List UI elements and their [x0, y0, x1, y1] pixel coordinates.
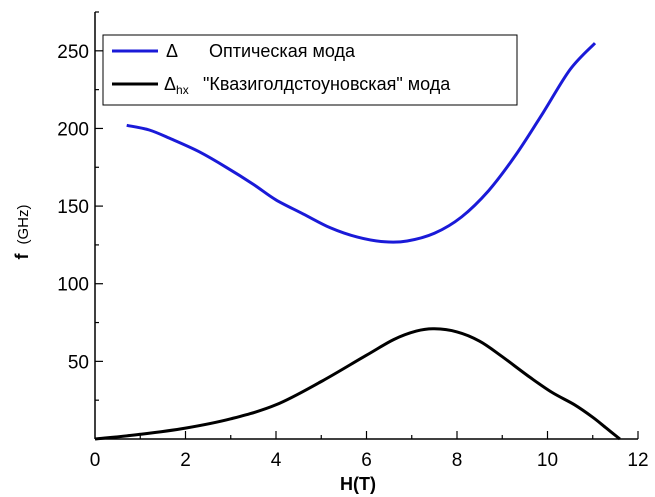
legend-box	[102, 34, 518, 106]
svg-text:f (GHz): f (GHz)	[12, 204, 32, 259]
series-line-1	[94, 327, 621, 441]
x-tick-label: 8	[452, 450, 463, 471]
y-tick-label: 250	[57, 42, 89, 63]
legend-label-optical: Оптическая мода	[209, 41, 356, 61]
legend-symbol-goldstone: Δhx	[164, 74, 189, 97]
y-axis-title: f (GHz)	[12, 204, 32, 259]
x-tick-label: 2	[180, 450, 191, 471]
legend-label-goldstone: "Квазиголдстоуновская" мода	[203, 74, 451, 94]
legend-symbol-subscript: hx	[176, 83, 189, 97]
x-tick-label: 12	[627, 450, 648, 471]
x-axis-title: H(T)	[340, 474, 376, 494]
x-tick-label: 10	[537, 450, 558, 471]
legend: Δ Оптическая мода Δhx "Квазиголдстоуновс…	[102, 34, 518, 106]
y-tick-label: 200	[57, 119, 89, 140]
y-axis: 50 100 150 200 250	[57, 11, 103, 401]
series-lines	[94, 42, 621, 441]
x-tick-label: 0	[90, 450, 101, 471]
y-tick-label: 150	[57, 197, 89, 218]
legend-symbol-optical: Δ	[166, 41, 178, 61]
series-line-0	[126, 42, 597, 244]
x-tick-label: 4	[271, 450, 282, 471]
y-axis-title-unit: (GHz)	[15, 204, 32, 244]
x-tick-label: 6	[361, 450, 372, 471]
y-tick-label: 50	[68, 352, 89, 373]
y-tick-label: 100	[57, 275, 89, 296]
y-axis-title-main: f	[12, 253, 32, 260]
x-axis: 0 2 4 6 8 10 12	[90, 431, 649, 471]
